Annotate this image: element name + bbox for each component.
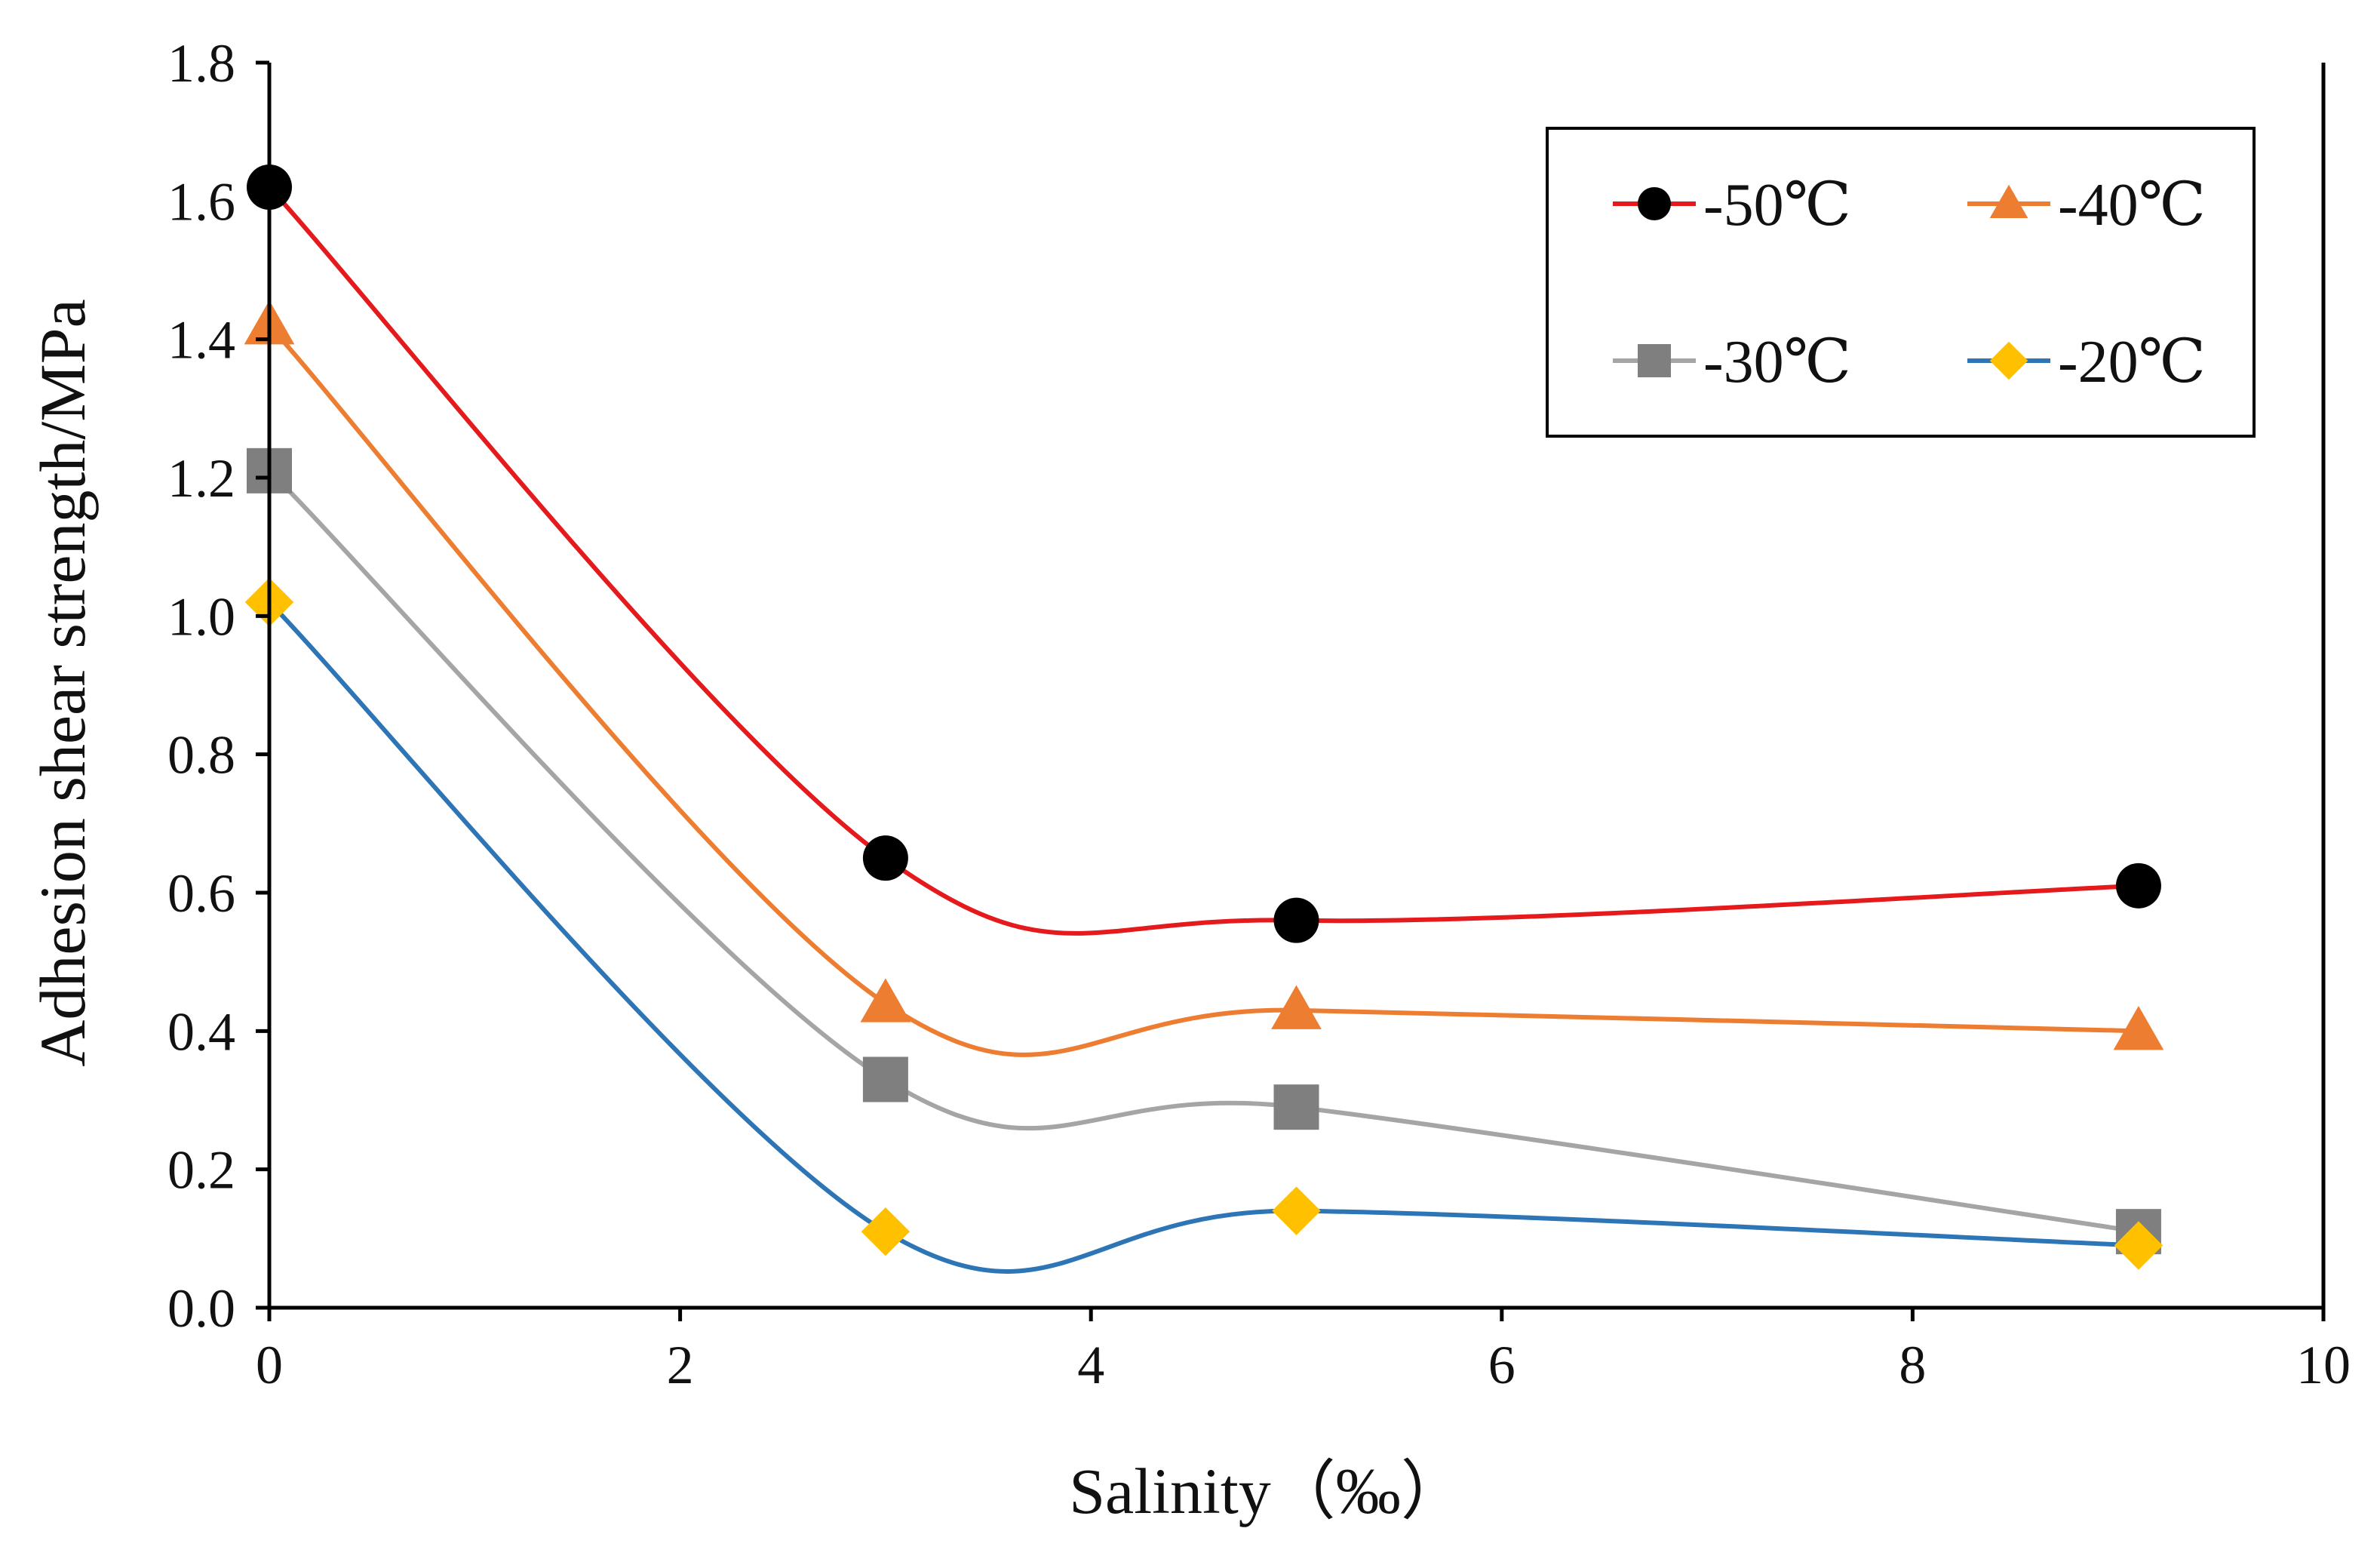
legend-marker [1989, 341, 2028, 380]
data-point [1273, 897, 1319, 943]
data-point [861, 1207, 911, 1256]
legend-label: -40℃ [2058, 172, 2206, 238]
legend-entry: -20℃ [1967, 329, 2206, 395]
y-tick-label: 1.2 [167, 448, 235, 509]
y-tick-label: 0.0 [167, 1278, 235, 1339]
data-point [860, 978, 911, 1022]
y-tick-label: 1.0 [167, 586, 235, 647]
y-tick-label: 1.8 [167, 33, 235, 94]
x-tick-label: 4 [1077, 1335, 1104, 1395]
data-point [1273, 1084, 1319, 1130]
y-tick-label: 1.4 [167, 310, 235, 371]
series-line [267, 600, 2139, 1274]
axes-layer: 0 2 4 6 8 10 0.0 0.2 0.4 0.6 0.8 1.0 1.2 1.4 1.6 1.8 [167, 33, 2351, 1395]
y-tick-label: 0.4 [167, 1001, 235, 1062]
y-tick-label: 0.8 [167, 725, 235, 786]
x-tick-label: 2 [667, 1335, 694, 1395]
y-tick-label: 0.6 [167, 863, 235, 924]
data-point [1272, 1186, 1321, 1235]
legend-marker [1638, 344, 1671, 377]
legend-marker [1638, 187, 1671, 220]
data-point [2113, 1005, 2164, 1050]
legend-label: -20℃ [2058, 329, 2206, 395]
series-layer [244, 165, 2164, 1274]
x-tick-label: 10 [2296, 1335, 2351, 1395]
series-line [267, 469, 2139, 1235]
series-line [267, 185, 2139, 936]
legend: -50℃ -40℃ -30℃ -20℃ [1546, 127, 2256, 438]
legend-entry: -50℃ [1613, 172, 1851, 238]
data-point [1271, 985, 1322, 1029]
legend-box [1546, 127, 2256, 438]
legend-label: -30℃ [1703, 329, 1851, 395]
x-axis-title: Salinity（‰） [1069, 1455, 1466, 1527]
series-3 [247, 447, 2161, 1255]
x-tick-label: 0 [256, 1335, 283, 1395]
y-tick-label: 0.2 [167, 1140, 235, 1201]
y-tick-label: 1.6 [167, 171, 235, 232]
legend-label: -50℃ [1703, 172, 1851, 238]
legend-entry: -30℃ [1613, 329, 1851, 395]
x-tick-label: 6 [1488, 1335, 1516, 1395]
series-line [267, 324, 2139, 1057]
legend-marker [1989, 184, 2028, 218]
data-point [2115, 863, 2161, 909]
y-axis-title: Adhesion shear strength/MPa [26, 299, 99, 1067]
data-point [862, 835, 908, 881]
legend-entry: -40℃ [1967, 172, 2206, 238]
data-point [2114, 1221, 2163, 1270]
x-tick-label: 8 [1899, 1335, 1926, 1395]
data-point [862, 1056, 908, 1102]
